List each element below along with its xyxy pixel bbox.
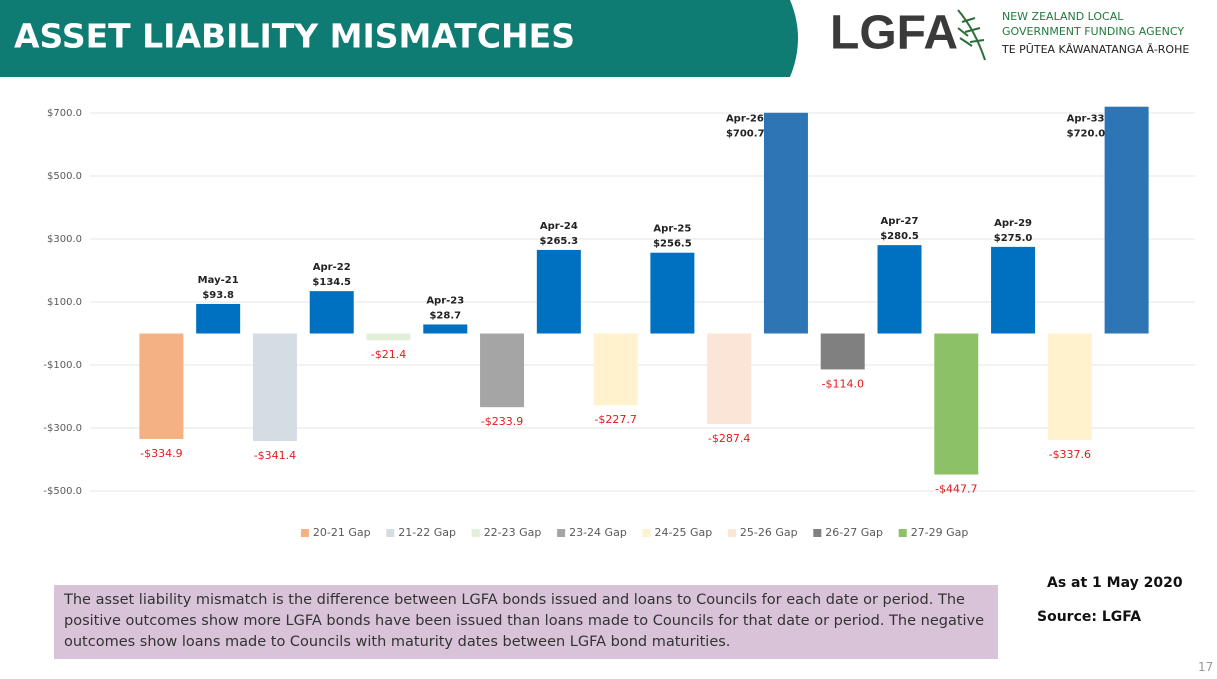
category-label: May-21 xyxy=(198,275,239,286)
value-label: $134.5 xyxy=(312,277,351,288)
source: Source: LGFA xyxy=(1037,609,1142,625)
value-label: -$227.7 xyxy=(594,413,636,426)
legend-label: 25-26 Gap xyxy=(740,526,798,539)
bar xyxy=(650,252,695,334)
legend-swatch xyxy=(898,529,907,537)
category-label: Apr-22 xyxy=(313,262,351,273)
bar xyxy=(1047,333,1092,440)
bar xyxy=(139,333,184,439)
as-at: As at 1 May 2020 xyxy=(1047,575,1183,591)
logo: LGFA xyxy=(830,7,958,60)
slide-title: ASSET LIABILITY MISMATCHES xyxy=(14,17,575,56)
y-tick-label: -$100.0 xyxy=(43,360,82,371)
value-label: -$114.0 xyxy=(821,377,863,390)
value-label: -$337.6 xyxy=(1049,448,1091,461)
bar xyxy=(1104,106,1149,334)
note-box: The asset liability mismatch is the diff… xyxy=(54,585,998,659)
org-line: GOVERNMENT FUNDING AGENCY xyxy=(1002,25,1184,38)
value-label: $280.5 xyxy=(880,231,919,242)
bar xyxy=(991,246,1036,334)
y-tick-label: $700.0 xyxy=(47,108,82,119)
value-label: $28.7 xyxy=(429,310,461,321)
header-band xyxy=(0,0,798,77)
legend-label: 21-22 Gap xyxy=(398,526,456,539)
value-label: $93.8 xyxy=(202,290,234,301)
bar xyxy=(877,245,922,334)
org-line: TE PŪTEA KĀWANATANGA Ā-ROHE xyxy=(1001,43,1189,56)
org-line: NEW ZEALAND LOCAL xyxy=(1002,10,1124,23)
category-label: Apr-29 xyxy=(994,218,1032,229)
legend-label: 23-24 Gap xyxy=(569,526,627,539)
legend-swatch xyxy=(471,529,480,537)
y-tick-label: -$300.0 xyxy=(43,423,82,434)
legend-label: 27-29 Gap xyxy=(911,526,969,539)
legend-swatch xyxy=(642,529,651,537)
value-label: -$447.7 xyxy=(935,483,977,496)
bar xyxy=(309,291,354,334)
bar xyxy=(820,333,865,370)
y-tick-label: -$500.0 xyxy=(43,486,82,497)
category-label: Apr-26 xyxy=(726,114,764,125)
bar xyxy=(252,333,297,442)
bar xyxy=(423,324,468,334)
legend-swatch xyxy=(557,529,566,537)
legend-label: 26-27 Gap xyxy=(825,526,883,539)
value-label: -$334.9 xyxy=(140,447,182,460)
value-label: -$287.4 xyxy=(708,432,750,445)
bar xyxy=(707,333,752,425)
legend-swatch xyxy=(386,529,395,537)
y-tick-label: $300.0 xyxy=(47,234,82,245)
bar xyxy=(366,333,411,341)
value-label: -$21.4 xyxy=(371,348,406,361)
category-label: Apr-33 xyxy=(1067,114,1105,125)
bar xyxy=(196,303,241,334)
value-label: $265.3 xyxy=(540,236,579,247)
legend-swatch xyxy=(300,529,309,537)
category-label: Apr-23 xyxy=(426,295,464,306)
value-label: $275.0 xyxy=(994,233,1033,244)
page-number: 17 xyxy=(1198,660,1214,674)
value-label: $256.5 xyxy=(653,239,692,250)
legend-label: 24-25 Gap xyxy=(655,526,713,539)
legend-swatch xyxy=(813,529,822,537)
bar xyxy=(536,249,581,334)
category-label: Apr-24 xyxy=(540,221,578,232)
value-label: -$341.4 xyxy=(254,449,296,462)
legend-swatch xyxy=(727,529,736,537)
fern-icon xyxy=(957,9,986,61)
bar xyxy=(480,333,525,408)
y-tick-label: $500.0 xyxy=(47,171,82,182)
category-label: Apr-27 xyxy=(881,216,919,227)
y-tick-label: $100.0 xyxy=(47,297,82,308)
value-label: $700.7 xyxy=(726,129,765,140)
bar xyxy=(934,333,979,475)
legend-label: 20-21 Gap xyxy=(313,526,371,539)
legend-label: 22-23 Gap xyxy=(484,526,542,539)
value-label: $720.0 xyxy=(1067,129,1106,140)
value-label: -$233.9 xyxy=(481,415,523,428)
bar xyxy=(763,112,808,334)
bar xyxy=(593,333,638,406)
category-label: Apr-25 xyxy=(653,224,691,235)
